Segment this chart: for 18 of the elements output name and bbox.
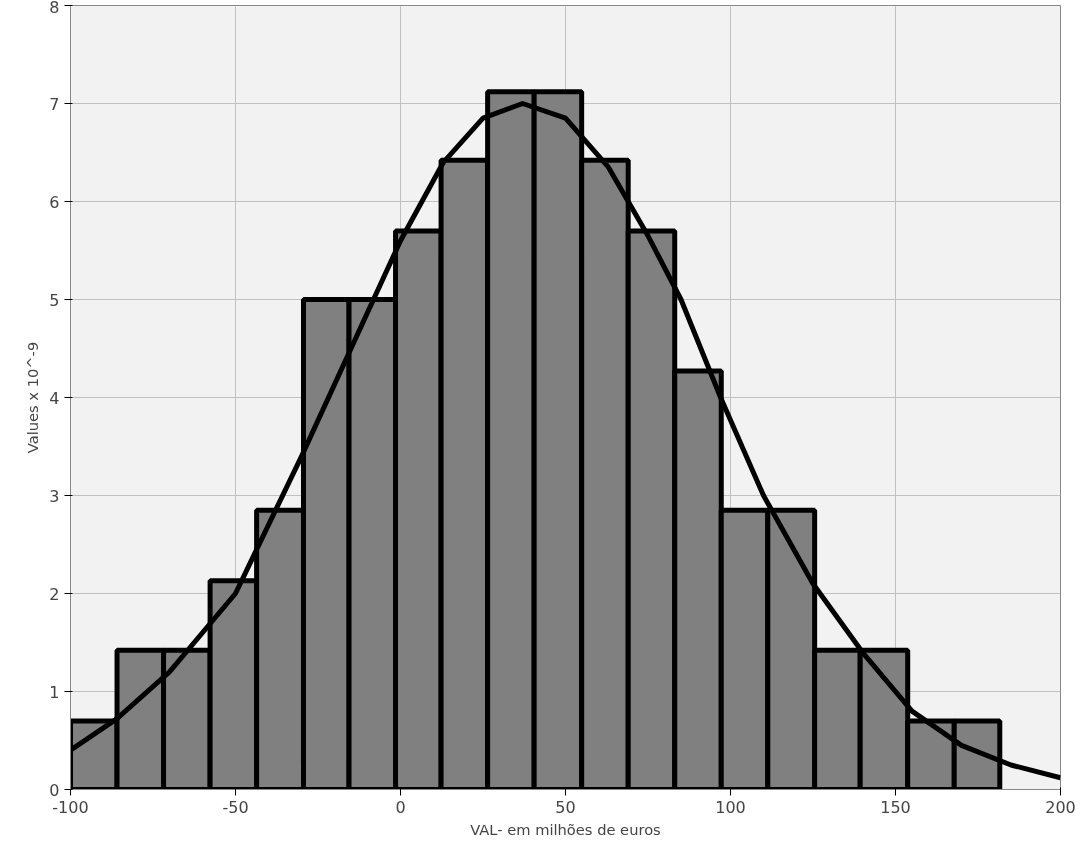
- y-tick-label: 6: [49, 192, 60, 212]
- y-axis-title: Values x 10^-9: [24, 341, 42, 454]
- x-axis-title: VAL- em milhões de euros: [470, 820, 661, 838]
- y-tick-label: 5: [49, 290, 60, 310]
- x-tick-label: 50: [555, 797, 576, 817]
- x-tick-label: 150: [880, 797, 911, 817]
- x-tick-label: 100: [715, 797, 746, 817]
- y-tick-label: 7: [49, 94, 60, 114]
- y-tick-label: 3: [49, 486, 60, 506]
- y-tick-label: 2: [49, 584, 60, 604]
- x-tick-label: 0: [395, 797, 406, 817]
- x-tick-label: 200: [1045, 797, 1076, 817]
- y-tick-label: 0: [49, 780, 60, 800]
- y-tick-label: 1: [49, 682, 60, 702]
- x-tick-label: -50: [222, 797, 249, 817]
- y-tick-label: 4: [49, 388, 60, 408]
- x-tick-label: -100: [52, 797, 89, 817]
- y-tick-label: 8: [49, 0, 60, 17]
